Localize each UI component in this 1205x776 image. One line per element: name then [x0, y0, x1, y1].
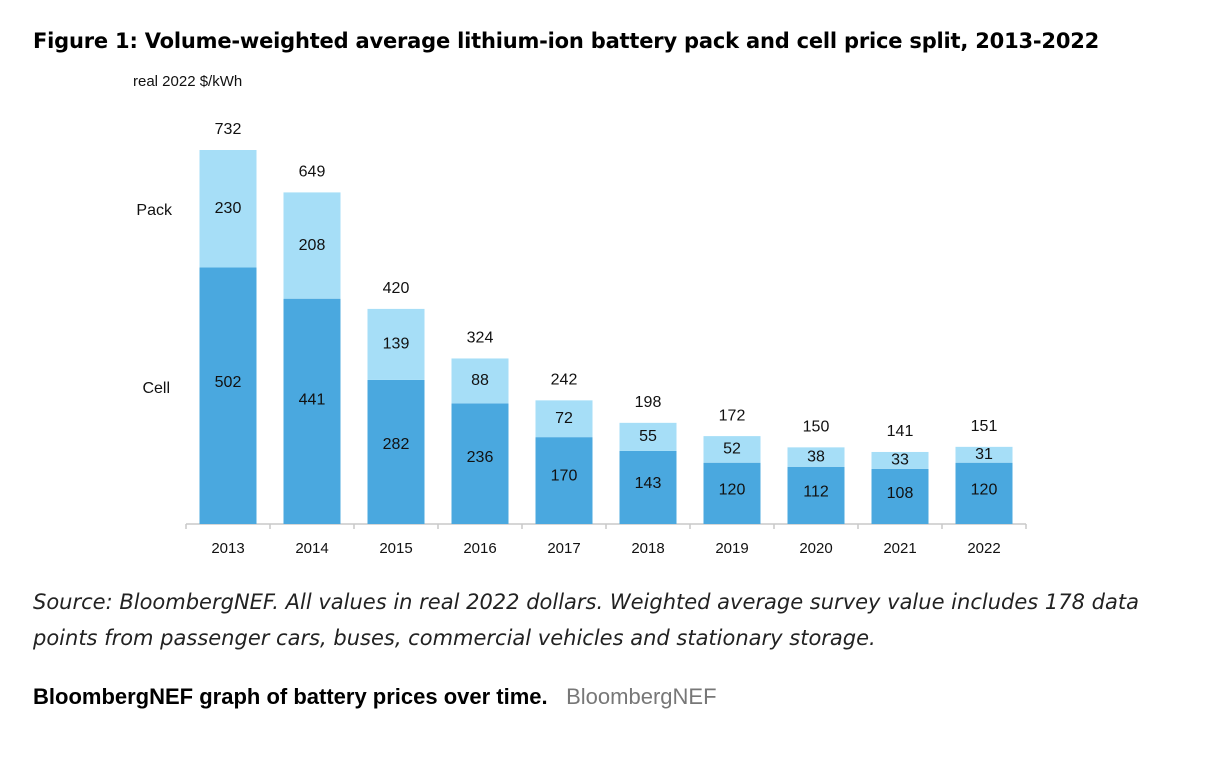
- data-label-pack-2020: 38: [807, 448, 825, 465]
- bar-pack-2022: [955, 446, 1013, 463]
- data-label-total-2019: 172: [719, 407, 746, 424]
- data-label-cell-2013: 502: [215, 374, 242, 391]
- data-label-total-2015: 420: [383, 280, 410, 297]
- data-label-pack-2016: 88: [471, 372, 489, 389]
- bar-cell-2016: [451, 403, 509, 524]
- bar-pack-2014: [283, 192, 341, 299]
- bar-cell-2013: [199, 267, 257, 524]
- bar-pack-2015: [367, 308, 425, 380]
- legend-pack-label: Pack: [136, 202, 173, 219]
- x-tick-label-2019: 2019: [715, 540, 748, 557]
- caption-text: BloombergNEF graph of battery prices ove…: [33, 684, 548, 709]
- data-label-pack-2018: 55: [639, 428, 657, 445]
- data-label-pack-2022: 31: [975, 446, 993, 463]
- data-label-cell-2017: 170: [551, 467, 578, 484]
- bar-cell-2022: [955, 462, 1013, 524]
- x-tick-label-2013: 2013: [211, 540, 244, 557]
- data-label-cell-2015: 282: [383, 436, 410, 453]
- bar-pack-2020: [787, 447, 845, 467]
- x-tick-label-2022: 2022: [967, 540, 1000, 557]
- data-label-pack-2021: 33: [891, 452, 909, 469]
- data-label-cell-2014: 441: [299, 391, 326, 408]
- x-tick-label-2016: 2016: [463, 540, 496, 557]
- source-note: Source: BloombergNEF. All values in real…: [33, 590, 1139, 650]
- x-tick-label-2018: 2018: [631, 540, 664, 557]
- x-tick-label-2020: 2020: [799, 540, 832, 557]
- bar-cell-2021: [871, 468, 929, 524]
- x-tick-label-2014: 2014: [295, 540, 328, 557]
- stacked-bar-chart: real 2022 $/kWh 502 230 732 2013 441 208 649 201…: [133, 73, 1027, 557]
- bar-pack-2018: [619, 422, 677, 451]
- data-label-total-2017: 242: [551, 372, 578, 389]
- data-label-total-2018: 198: [635, 394, 662, 411]
- data-label-pack-2019: 52: [723, 441, 741, 458]
- bar-cell-2020: [787, 466, 845, 524]
- data-label-pack-2013: 230: [215, 200, 242, 217]
- bar-pack-2019: [703, 436, 761, 463]
- caption-credit: BloombergNEF: [566, 684, 717, 709]
- data-label-total-2020: 150: [803, 419, 830, 436]
- bar-cell-2015: [367, 379, 425, 524]
- data-label-cell-2022: 120: [971, 481, 998, 498]
- data-label-cell-2021: 108: [887, 485, 914, 502]
- bar-cell-2018: [619, 450, 677, 524]
- bar-cell-2014: [283, 298, 341, 524]
- bar-pack-2017: [535, 400, 593, 438]
- bar-pack-2016: [451, 358, 509, 404]
- bar-pack-2021: [871, 451, 929, 469]
- data-label-cell-2020: 112: [803, 484, 829, 501]
- data-label-total-2016: 324: [467, 330, 494, 347]
- data-label-total-2022: 151: [971, 418, 998, 435]
- data-label-pack-2015: 139: [383, 336, 410, 353]
- data-label-total-2013: 732: [215, 121, 242, 138]
- y-axis-unit-label: real 2022 $/kWh: [133, 73, 242, 90]
- bar-cell-2017: [535, 437, 593, 524]
- bar-cell-2019: [703, 462, 761, 524]
- bar-pack-2013: [199, 150, 257, 268]
- data-label-pack-2017: 72: [555, 410, 573, 427]
- figure-title: Figure 1: Volume-weighted average lithiu…: [33, 29, 1100, 53]
- x-tick-label-2017: 2017: [547, 540, 580, 557]
- data-label-total-2014: 649: [299, 164, 326, 181]
- data-label-cell-2018: 143: [635, 475, 662, 492]
- data-label-cell-2019: 120: [719, 481, 746, 498]
- x-tick-label-2015: 2015: [379, 540, 412, 557]
- data-label-cell-2016: 236: [467, 449, 494, 466]
- legend-cell-label: Cell: [142, 380, 170, 397]
- caption: BloombergNEF graph of battery prices ove…: [33, 684, 717, 710]
- x-tick-label-2021: 2021: [883, 540, 916, 557]
- data-label-pack-2014: 208: [299, 237, 326, 254]
- data-label-total-2021: 141: [887, 423, 914, 440]
